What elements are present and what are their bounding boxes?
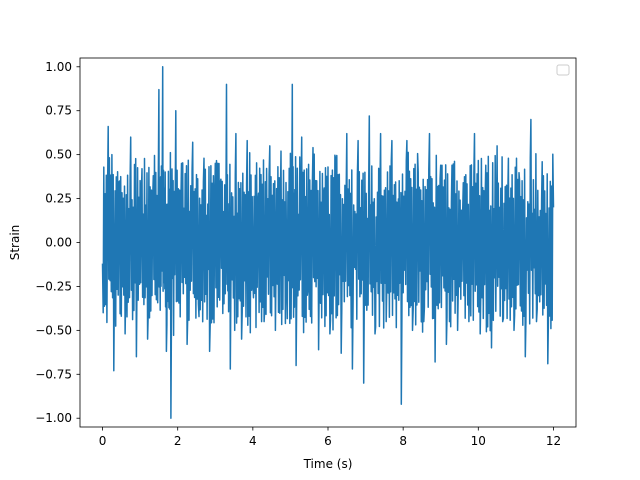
y-tick-label: 0.25 (45, 192, 72, 206)
y-axis-label: Strain (8, 225, 22, 261)
x-axis-label: Time (s) (303, 457, 353, 471)
x-tick-label: 2 (174, 434, 182, 448)
x-tick-label: 10 (471, 434, 486, 448)
y-tick-label: −0.50 (35, 323, 72, 337)
legend-box (556, 64, 570, 76)
x-tick-label: 6 (324, 434, 332, 448)
y-tick-label: −1.00 (35, 411, 72, 425)
y-axis-ticks: −1.00 −0.75 −0.50 −0.25 0.00 0.25 0.50 0.75 1.00 (35, 60, 80, 425)
strain-series-line (101, 66, 555, 419)
y-tick-label: 0.75 (45, 104, 72, 118)
x-tick-label: 8 (399, 434, 407, 448)
x-tick-label: 0 (99, 434, 107, 448)
y-tick-label: 1.00 (45, 60, 72, 74)
x-tick-label: 4 (249, 434, 257, 448)
y-tick-label: −0.75 (35, 367, 72, 381)
y-tick-label: 0.50 (45, 148, 72, 162)
y-tick-label: 0.00 (45, 236, 72, 250)
x-axis-ticks: 0 2 4 6 8 10 12 (99, 427, 561, 448)
plot-layer (101, 66, 555, 419)
x-tick-label: 12 (546, 434, 561, 448)
y-tick-label: −0.25 (35, 279, 72, 293)
